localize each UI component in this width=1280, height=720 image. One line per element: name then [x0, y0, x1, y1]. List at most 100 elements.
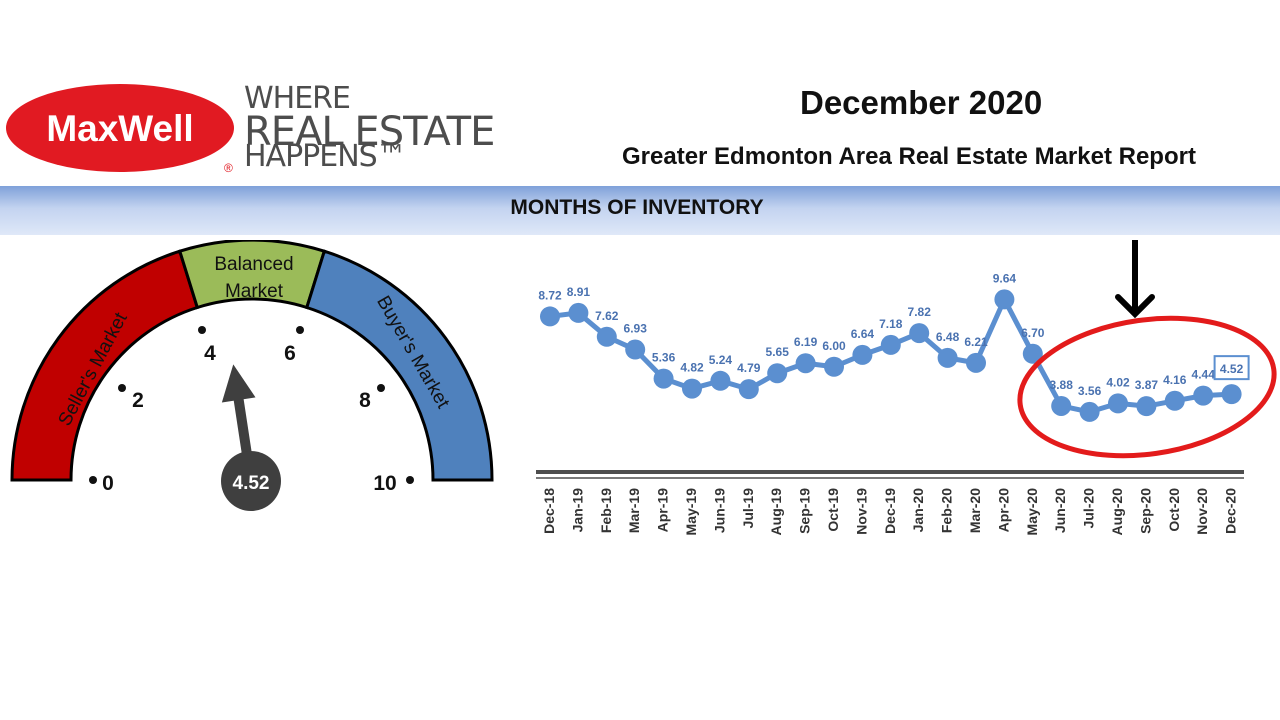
x-tick-label: Jan-19 — [569, 488, 585, 533]
data-label: 5.24 — [709, 353, 733, 367]
x-axis-labels: Dec-18 Jan-19 Feb-19 Mar-19 Apr-19 May-19 Jun-… — [541, 488, 1239, 536]
data-label: 6.21 — [964, 335, 988, 349]
x-tick-label: Feb-19 — [598, 488, 614, 533]
gauge-tick-dot-0 — [89, 476, 97, 484]
data-point — [1136, 396, 1157, 417]
data-point — [795, 353, 816, 374]
logo-brand-text: MaxWell — [46, 108, 193, 149]
data-label: 4.52 — [1220, 362, 1244, 376]
gauge-tick-0: 0 — [102, 472, 114, 495]
x-tick-label: Apr-20 — [995, 488, 1011, 533]
data-point — [1164, 390, 1185, 411]
data-point — [994, 289, 1015, 310]
data-label: 7.62 — [595, 309, 619, 323]
x-tick-label: Feb-20 — [939, 488, 955, 533]
data-point — [568, 302, 589, 323]
gauge-tick-6: 6 — [284, 342, 296, 365]
gauge-tick-2: 2 — [132, 389, 144, 412]
x-tick-label: Aug-19 — [768, 488, 784, 536]
highlighted-label-box — [1213, 355, 1250, 381]
data-point — [1022, 343, 1043, 364]
gauge-balanced-label-line1: Balanced — [214, 254, 293, 275]
data-label: 3.56 — [1078, 384, 1102, 398]
gauge-tick-10: 10 — [373, 472, 396, 495]
data-point — [1108, 393, 1128, 414]
gauge-balanced-label-line2: Market — [225, 281, 284, 302]
x-tick-label: Dec-20 — [1223, 488, 1239, 534]
x-tick-label: Nov-20 — [1194, 488, 1210, 535]
x-tick-label: Oct-20 — [1166, 488, 1182, 532]
data-label: 5.65 — [766, 345, 790, 359]
logo-tagline-where: WHERE — [244, 81, 351, 116]
data-label: 6.19 — [794, 335, 818, 349]
data-point — [909, 323, 930, 344]
data-label: 4.16 — [1163, 373, 1187, 387]
x-tick-label: Jun-20 — [1052, 488, 1068, 533]
data-label: 6.00 — [822, 339, 846, 353]
x-tick-label: Sep-20 — [1137, 488, 1153, 534]
data-label: 8.91 — [567, 285, 591, 299]
months-of-inventory-gauge: Seller's Market Balanced Market Buyer's … — [10, 240, 494, 511]
gauge-tick-dot-2 — [118, 384, 126, 392]
data-point — [653, 368, 674, 389]
data-label: 5.36 — [652, 351, 676, 365]
gauge-value-hub — [221, 451, 281, 511]
data-point — [710, 370, 731, 391]
data-point — [1193, 385, 1214, 406]
gauge-tick-8: 8 — [359, 389, 371, 412]
data-label: 6.48 — [936, 330, 960, 344]
gauge-tick-4: 4 — [204, 342, 216, 365]
data-point — [540, 306, 560, 327]
x-tick-label: Mar-20 — [967, 488, 983, 533]
data-point — [625, 339, 646, 360]
x-tick-label: Nov-19 — [853, 488, 869, 535]
data-label: 3.88 — [1050, 378, 1074, 392]
data-label: 9.64 — [993, 271, 1017, 285]
data-label: 3.87 — [1135, 378, 1159, 392]
gauge-tick-dot-10 — [406, 476, 414, 484]
data-label: 4.02 — [1106, 375, 1130, 389]
gauge-tick-dot-4 — [198, 326, 206, 334]
gauge-tick-dot-6 — [296, 326, 304, 334]
x-tick-label: Dec-19 — [882, 488, 898, 534]
data-point — [1079, 401, 1100, 422]
section-title-text: MONTHS OF INVENTORY — [510, 196, 764, 219]
gauge-value-label: 4.52 — [233, 473, 270, 494]
logo-registered-mark: ® — [224, 161, 233, 175]
data-point — [1051, 395, 1072, 416]
down-arrow-icon — [1115, 240, 1155, 319]
x-tick-label: May-20 — [1024, 488, 1040, 536]
data-point — [966, 352, 986, 373]
x-tick-label: Jan-20 — [910, 488, 926, 533]
data-point — [738, 379, 759, 400]
data-label: 7.82 — [908, 305, 932, 319]
data-label: 6.64 — [851, 327, 875, 341]
data-label: 8.72 — [538, 288, 562, 302]
data-label: 4.79 — [737, 361, 761, 375]
x-tick-label: May-19 — [683, 488, 699, 536]
data-label: 6.93 — [624, 322, 648, 336]
data-point — [767, 363, 788, 384]
data-point — [596, 326, 617, 347]
data-point — [824, 356, 844, 377]
report-date-title: December 2020 — [800, 84, 1043, 121]
x-tick-label: Oct-19 — [825, 488, 841, 532]
x-tick-label: Jul-20 — [1081, 488, 1097, 529]
x-tick-label: Jun-19 — [711, 488, 727, 533]
gauge-tick-dot-8 — [377, 384, 385, 392]
data-point — [937, 347, 958, 368]
data-label: 6.70 — [1021, 326, 1045, 340]
data-label: 4.82 — [680, 361, 704, 375]
data-label: 4.44 — [1192, 368, 1216, 382]
months-of-inventory-line-chart: 8.72 8.91 7.62 6.93 5.36 4.82 5.24 4.79 5.65 6.19… — [536, 240, 1277, 536]
section-band — [0, 186, 1280, 235]
logo-tagline-happens: HAPPENS™ — [244, 139, 407, 174]
report-subtitle: Greater Edmonton Area Real Estate Market… — [622, 143, 1196, 170]
series-layer: 8.72 8.91 7.62 6.93 5.36 4.82 5.24 4.79 5.65 6.19… — [538, 271, 1250, 422]
x-tick-label: Aug-20 — [1109, 488, 1125, 536]
data-label: 7.18 — [879, 317, 903, 331]
gauge-buyers-zone — [304, 249, 494, 482]
x-tick-label: Apr-19 — [655, 488, 671, 533]
x-tick-label: Dec-18 — [541, 488, 557, 534]
maxwell-logo: MaxWell ® — [6, 84, 234, 175]
